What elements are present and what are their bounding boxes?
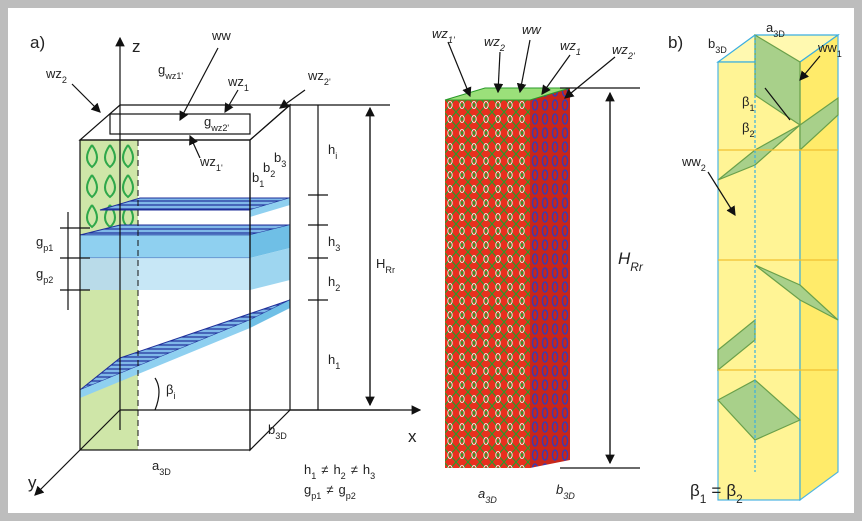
label-text: β (690, 481, 700, 500)
axis-label: z (132, 37, 141, 56)
label-text: x (408, 427, 417, 446)
label-text: h (363, 462, 370, 477)
label-subscript: 2 (62, 75, 67, 85)
label-text: g (339, 482, 346, 497)
label-text: h (328, 274, 335, 289)
label-text: g (36, 234, 43, 249)
label-text: wz (199, 154, 216, 169)
label-text: b) (668, 33, 683, 52)
label-text: b (274, 150, 281, 165)
label-subscript: 1 (259, 179, 264, 189)
label-text: ww (681, 154, 701, 169)
label-subscript: wz1' (164, 71, 183, 81)
label-subscript: Rr (630, 260, 644, 274)
label-text: h (328, 352, 335, 367)
label-text: ww (817, 40, 837, 55)
label-text: wz (560, 38, 576, 53)
label-subscript: i (335, 151, 337, 161)
label-subscript: 2 (270, 169, 275, 179)
operator: = (711, 481, 721, 500)
figure: a) z ww wz2 gwz1' wz1 wz2' gwz2' wz1' hi… (0, 0, 862, 521)
label-text: g (158, 62, 165, 77)
panel-label: a) (30, 33, 45, 52)
label-text: g (204, 114, 211, 129)
label-subscript: 1 (576, 47, 581, 57)
label-subscript: p1 (311, 491, 321, 501)
label-text: b (708, 36, 715, 51)
label-text: wz (612, 42, 628, 57)
label-subscript: 3 (335, 243, 340, 253)
panel-b-drawing (708, 35, 838, 500)
label-text: g (36, 266, 43, 281)
label-text: b (268, 422, 275, 437)
label-subscript: 3D (275, 431, 287, 441)
label-subscript: 2 (499, 43, 505, 53)
label-text: β (742, 94, 749, 109)
label-subscript: 1 (700, 492, 707, 506)
label-subscript: 1 (837, 49, 842, 59)
label-subscript: 1' (448, 35, 455, 45)
operator: ≠ (321, 462, 328, 477)
label-subscript: 2 (701, 163, 706, 173)
axis-label: y (28, 473, 37, 492)
label-subscript: 1 (244, 83, 249, 93)
label-text: wz (45, 66, 62, 81)
label-text: h (333, 462, 340, 477)
label-text: β (742, 120, 749, 135)
label-subscript: 1' (216, 163, 223, 173)
label-subscript: Rr (385, 265, 395, 275)
label-subscript: p2 (346, 491, 356, 501)
label-subscript: 3 (281, 159, 286, 169)
label-subscript: 2 (335, 283, 340, 293)
label: ww (522, 22, 542, 37)
label-text: ww (211, 28, 231, 43)
operator: ≠ (326, 482, 333, 497)
label-subscript: 1 (749, 103, 754, 113)
label-subscript: i (173, 391, 175, 401)
label-subscript: 3D (773, 29, 785, 39)
label-text: b (556, 482, 563, 497)
label-text: g (304, 482, 311, 497)
label-text: a) (30, 33, 45, 52)
label: ww (211, 28, 231, 43)
label-text: b (263, 160, 270, 175)
label-text: z (132, 37, 141, 56)
label-text: wz (484, 34, 500, 49)
label-text: wz (432, 26, 448, 41)
label-text: ww (522, 22, 542, 37)
label-text: y (28, 473, 37, 492)
label-text: wz (307, 68, 324, 83)
label-text: h (304, 462, 311, 477)
label-subscript: p1 (43, 243, 53, 253)
label-subscript: 2 (736, 492, 743, 506)
label-text: β (726, 481, 736, 500)
label-subscript: 3D (715, 45, 727, 55)
label-subscript: 3 (370, 471, 375, 481)
label-subscript: 3D (563, 491, 575, 501)
label-text: H (376, 256, 385, 271)
label-subscript: 2' (324, 77, 331, 87)
label-subscript: p2 (43, 275, 53, 285)
label-text: a (478, 486, 485, 501)
label-text: H (618, 249, 631, 268)
label-text: h (328, 234, 335, 249)
label-subscript: 1 (311, 471, 316, 481)
label-text: wz (227, 74, 244, 89)
label-subscript: 1 (335, 361, 340, 371)
label-subscript: wz2' (210, 123, 229, 133)
label-subscript: 2 (749, 129, 754, 139)
label-text: b (252, 170, 259, 185)
operator: ≠ (351, 462, 358, 477)
label-subscript: 3D (159, 467, 171, 477)
label-subscript: 2' (627, 51, 635, 61)
label-text: h (328, 142, 335, 157)
panel-label: b) (668, 33, 683, 52)
label-subscript: 2 (341, 471, 346, 481)
label-text: β (166, 382, 173, 397)
axis-label: x (408, 427, 417, 446)
label-subscript: 3D (485, 495, 497, 505)
